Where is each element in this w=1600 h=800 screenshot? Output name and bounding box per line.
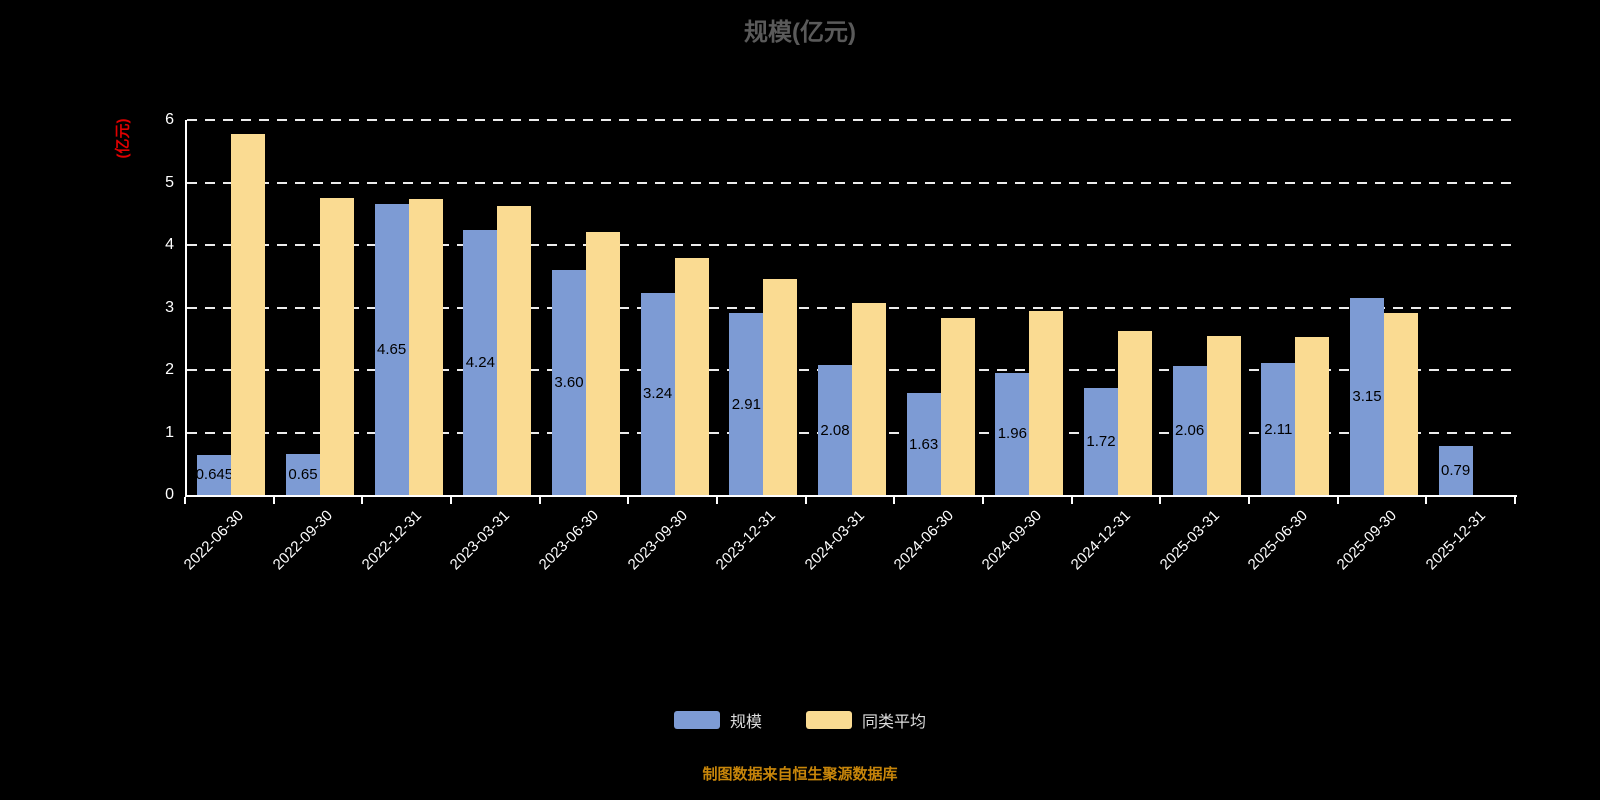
x-axis-tick-mark: [1248, 497, 1250, 504]
y-axis-tick-label: 2: [165, 361, 174, 378]
x-axis-tick-mark: [450, 497, 452, 504]
bar-average: [852, 302, 886, 495]
bar-average: [408, 199, 443, 495]
bar-value-label: 2.06: [1175, 422, 1205, 440]
bar-scale: 4.24: [463, 230, 498, 495]
gridline: [187, 181, 1517, 184]
bar-scale: 3.15: [1350, 298, 1384, 495]
bar-value-label: 0.645: [197, 466, 232, 484]
bar-value-label: 0.65: [288, 466, 318, 484]
bar-average: [1029, 310, 1064, 495]
bar-scale: 0.65: [286, 454, 320, 495]
x-axis-tick-mark: [361, 497, 364, 504]
bar-average: [1206, 335, 1241, 495]
x-axis-tick-mark: [1159, 497, 1162, 504]
x-axis-tick-mark: [272, 497, 275, 504]
bar-value-label: 2.91: [731, 395, 761, 413]
y-axis-tick-label: 1: [165, 423, 174, 441]
bar-value-label: 2.08: [820, 421, 850, 439]
bar-average: [674, 258, 709, 495]
x-axis-tick-mark: [1070, 497, 1073, 504]
data-source-note: 制图数据来自恒生聚源数据库: [702, 766, 898, 783]
y-axis-tick-label: 3: [165, 298, 174, 316]
gridline: [187, 119, 1517, 121]
x-axis-tick-mark: [1336, 497, 1339, 504]
bar-scale: 1.63: [906, 393, 941, 495]
legend-label-scale: 规模: [729, 714, 762, 731]
legend-item-scale[interactable]: 规模: [673, 708, 762, 732]
x-axis-tick-mark: [716, 497, 718, 504]
y-axis-tick-label: 0: [165, 486, 174, 503]
bar-value-label: 4.65: [377, 341, 407, 359]
bar-average: [231, 133, 266, 495]
bar-average: [320, 198, 354, 495]
chart-title: 规模(亿元): [744, 19, 856, 46]
x-axis-tick-mark: [804, 497, 807, 504]
bar-value-label: 2.11: [1264, 420, 1293, 438]
bar-scale: 3.24: [640, 292, 675, 495]
x-axis-tick-mark: [184, 497, 186, 504]
y-axis-tick-label: 6: [165, 111, 174, 128]
x-axis-tick-mark: [893, 497, 896, 504]
gridline: [187, 244, 1517, 246]
bar-average: [763, 279, 798, 495]
bar-average: [940, 318, 975, 495]
x-axis-tick-mark: [538, 497, 541, 504]
bar-scale: 3.60: [552, 270, 586, 495]
bar-value-label: 1.63: [909, 435, 939, 453]
bar-average: [497, 205, 532, 495]
bar-scale: 2.11: [1261, 363, 1296, 495]
x-axis-tick-mark: [982, 497, 984, 504]
x-axis-tick-mark: [1425, 497, 1428, 504]
bar-average: [1118, 331, 1152, 495]
legend-swatch-average: [806, 711, 852, 729]
legend-item-average[interactable]: 同类平均: [806, 708, 926, 732]
legend-label-average: 同类平均: [862, 714, 927, 731]
bar-scale: 4.65: [374, 204, 409, 495]
bar-value-label: 1.72: [1086, 432, 1116, 450]
bar-average: [1295, 336, 1330, 495]
bar-scale: 2.91: [729, 313, 764, 495]
x-axis-tick-mark: [627, 497, 630, 504]
bar-scale: 1.96: [995, 372, 1030, 495]
bar-average: [586, 231, 620, 495]
bar-scale: 0.645: [197, 454, 232, 495]
bar-value-label: 3.60: [554, 374, 584, 391]
bar-value-label: 4.24: [465, 354, 495, 371]
legend-swatch-scale: [673, 711, 720, 729]
bar-scale: 1.72: [1084, 387, 1118, 495]
plot-area: 0.645 0.65 4.65 4.24 3.60 3.24 2.91 2.08 1.63 1.9…: [185, 119, 1517, 497]
bar-scale: 2.06: [1172, 366, 1207, 495]
y-axis-tick-label: 4: [165, 236, 174, 253]
bar-value-label: 1.96: [997, 425, 1027, 443]
y-axis-tick-label: 5: [165, 173, 174, 191]
bar-value-label: 3.24: [643, 385, 673, 403]
bar-value-label: 0.79: [1441, 461, 1471, 479]
bar-value-label: 3.15: [1352, 388, 1382, 406]
bar-scale: 0.79: [1438, 445, 1473, 495]
bar-average: [1384, 313, 1418, 495]
legend: 规模 同类平均: [0, 708, 1600, 732]
x-axis-tick-mark: [1514, 497, 1516, 504]
bar-scale: 2.08: [818, 365, 852, 495]
